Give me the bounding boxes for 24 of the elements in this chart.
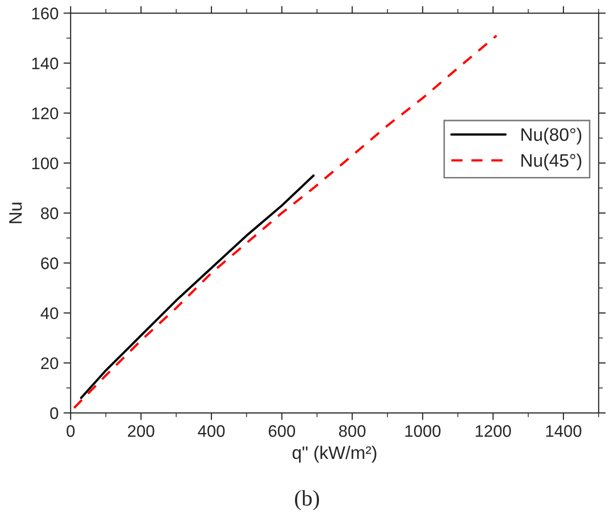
y-tick-label: 80 [40, 207, 58, 220]
y-tick-label: 100 [32, 157, 58, 170]
x-tick-label: 800 [339, 425, 366, 437]
y-tick-label: 60 [41, 257, 58, 270]
x-tick-label: 1000 [405, 425, 441, 437]
x-tick-label: 1200 [476, 425, 511, 437]
legend-label: Nu(80°) [521, 128, 582, 145]
x-tick-label: 200 [128, 425, 154, 437]
x-tick-label: 600 [268, 425, 296, 437]
x-tick-label: 400 [198, 425, 225, 437]
y-tick-label: 20 [41, 357, 58, 370]
text: (b) [295, 490, 319, 510]
y-tick-label: 120 [32, 107, 58, 120]
y-axis-title: Nu [9, 202, 22, 224]
y-tick-label: 0 [50, 407, 58, 420]
x-axis-title: q" (kW/m²) [292, 446, 376, 463]
y-tick-label: 140 [32, 58, 58, 70]
line-series [73, 34, 498, 410]
x-tick-label: 1400 [546, 425, 582, 437]
legend-label: Nu(45°) [521, 154, 582, 170]
y-tick-label: 40 [40, 307, 58, 320]
line-series [80, 174, 315, 400]
y-tick-label: 160 [32, 8, 58, 20]
x-tick-label: 0 [66, 425, 75, 437]
